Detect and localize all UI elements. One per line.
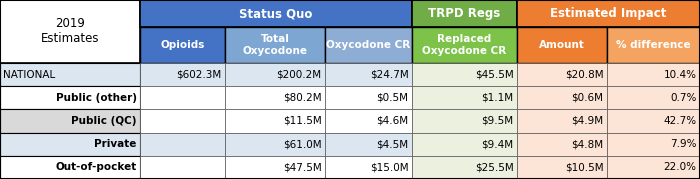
- Bar: [517, 109, 607, 133]
- Bar: [225, 156, 325, 179]
- Bar: [0, 133, 140, 156]
- Bar: [0, 0, 140, 63]
- Bar: [607, 109, 700, 133]
- Text: $9.5M: $9.5M: [482, 116, 514, 126]
- Bar: [517, 86, 607, 109]
- Bar: [225, 86, 325, 109]
- Bar: [412, 156, 517, 179]
- Bar: [325, 86, 412, 109]
- Text: NATIONAL: NATIONAL: [3, 69, 55, 79]
- Text: $61.0M: $61.0M: [283, 139, 321, 149]
- Text: $200.2M: $200.2M: [276, 69, 321, 79]
- Bar: [225, 109, 325, 133]
- Text: $4.6M: $4.6M: [377, 116, 409, 126]
- Text: 7.9%: 7.9%: [670, 139, 696, 149]
- Text: $20.8M: $20.8M: [565, 69, 603, 79]
- Bar: [517, 0, 700, 27]
- Text: $0.6M: $0.6M: [571, 93, 603, 103]
- Text: $4.8M: $4.8M: [571, 139, 603, 149]
- Bar: [325, 27, 412, 63]
- Text: $47.5M: $47.5M: [283, 162, 321, 172]
- Bar: [325, 109, 412, 133]
- Text: Private: Private: [94, 139, 136, 149]
- Text: 2019
Estimates: 2019 Estimates: [41, 17, 99, 45]
- Bar: [0, 156, 140, 179]
- Text: $11.5M: $11.5M: [283, 116, 321, 126]
- Bar: [140, 156, 225, 179]
- Text: 10.4%: 10.4%: [664, 69, 696, 79]
- Text: $24.7M: $24.7M: [370, 69, 409, 79]
- Text: $15.0M: $15.0M: [370, 162, 409, 172]
- Bar: [517, 63, 607, 86]
- Text: $9.4M: $9.4M: [482, 139, 514, 149]
- Text: Oxycodone CR: Oxycodone CR: [326, 40, 411, 50]
- Text: Opioids: Opioids: [160, 40, 204, 50]
- Text: % difference: % difference: [616, 40, 691, 50]
- Text: $45.5M: $45.5M: [475, 69, 514, 79]
- Bar: [412, 133, 517, 156]
- Bar: [412, 109, 517, 133]
- Text: $25.5M: $25.5M: [475, 162, 514, 172]
- Bar: [325, 133, 412, 156]
- Bar: [412, 27, 517, 63]
- Bar: [225, 63, 325, 86]
- Bar: [517, 133, 607, 156]
- Bar: [0, 63, 140, 86]
- Text: Public (other): Public (other): [55, 93, 136, 103]
- Text: $10.5M: $10.5M: [565, 162, 603, 172]
- Text: $4.9M: $4.9M: [571, 116, 603, 126]
- Bar: [140, 109, 225, 133]
- Text: 42.7%: 42.7%: [664, 116, 696, 126]
- Bar: [517, 156, 607, 179]
- Bar: [225, 133, 325, 156]
- Bar: [140, 27, 225, 63]
- Text: $602.3M: $602.3M: [176, 69, 221, 79]
- Text: Estimated Impact: Estimated Impact: [550, 7, 666, 20]
- Text: $4.5M: $4.5M: [377, 139, 409, 149]
- Text: $80.2M: $80.2M: [283, 93, 321, 103]
- Bar: [140, 86, 225, 109]
- Bar: [140, 133, 225, 156]
- Bar: [0, 109, 140, 133]
- Text: 22.0%: 22.0%: [664, 162, 696, 172]
- Bar: [607, 27, 700, 63]
- Bar: [412, 0, 517, 27]
- Bar: [412, 86, 517, 109]
- Bar: [607, 86, 700, 109]
- Bar: [225, 27, 325, 63]
- Bar: [0, 86, 140, 109]
- Bar: [607, 133, 700, 156]
- Bar: [607, 63, 700, 86]
- Text: Out-of-pocket: Out-of-pocket: [55, 162, 136, 172]
- Bar: [140, 63, 225, 86]
- Text: 0.7%: 0.7%: [670, 93, 696, 103]
- Text: Total
Oxycodone: Total Oxycodone: [242, 34, 307, 56]
- Text: Amount: Amount: [539, 40, 585, 50]
- Bar: [607, 156, 700, 179]
- Bar: [140, 0, 412, 27]
- Bar: [517, 27, 607, 63]
- Text: Status Quo: Status Quo: [239, 7, 313, 20]
- Text: Public (QC): Public (QC): [71, 116, 136, 126]
- Text: Replaced
Oxycodone CR: Replaced Oxycodone CR: [422, 34, 507, 56]
- Bar: [325, 63, 412, 86]
- Text: $0.5M: $0.5M: [377, 93, 409, 103]
- Text: $1.1M: $1.1M: [482, 93, 514, 103]
- Text: TRPD Regs: TRPD Regs: [428, 7, 500, 20]
- Bar: [412, 63, 517, 86]
- Bar: [325, 156, 412, 179]
